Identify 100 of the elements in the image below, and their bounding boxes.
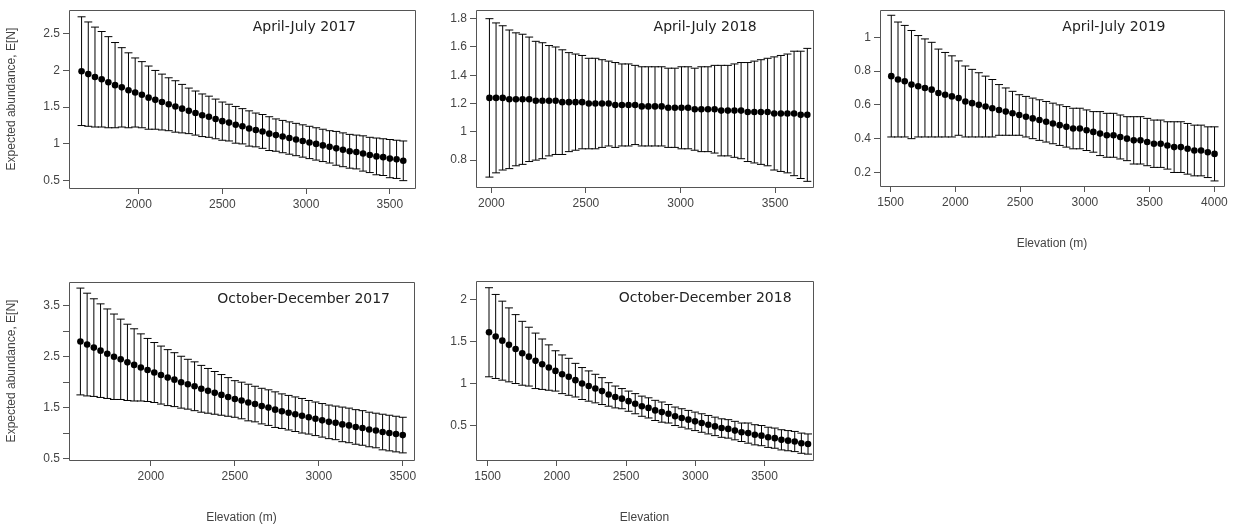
point bbox=[558, 370, 566, 378]
point bbox=[77, 338, 84, 345]
point bbox=[145, 94, 152, 101]
point bbox=[492, 333, 499, 340]
point bbox=[578, 380, 586, 387]
point bbox=[671, 413, 679, 420]
point bbox=[718, 424, 725, 432]
point bbox=[671, 104, 679, 112]
point bbox=[711, 423, 719, 430]
point bbox=[724, 425, 732, 433]
point bbox=[1103, 131, 1111, 139]
point bbox=[512, 345, 519, 353]
point bbox=[90, 344, 98, 351]
point bbox=[198, 111, 206, 119]
point bbox=[332, 419, 339, 427]
point bbox=[125, 86, 132, 94]
point bbox=[791, 438, 799, 445]
point bbox=[305, 413, 313, 421]
point bbox=[1123, 135, 1131, 142]
point bbox=[279, 133, 286, 140]
point bbox=[245, 125, 253, 132]
x-tick-label: 3000 bbox=[667, 195, 695, 210]
x-tick-label: 2000 bbox=[125, 196, 153, 211]
point bbox=[751, 108, 758, 116]
point bbox=[1130, 137, 1138, 144]
point bbox=[98, 75, 105, 83]
x-tick-label: 3000 bbox=[292, 196, 320, 211]
point bbox=[532, 357, 539, 365]
point bbox=[1015, 111, 1023, 119]
point bbox=[605, 391, 612, 398]
point bbox=[172, 103, 179, 110]
text: April-July 2019 bbox=[1062, 17, 1166, 34]
point bbox=[1090, 128, 1097, 136]
point bbox=[1197, 147, 1205, 154]
x-tick-label: 3000 bbox=[681, 468, 709, 483]
point bbox=[192, 109, 199, 117]
point bbox=[705, 421, 712, 428]
point bbox=[118, 84, 126, 91]
point bbox=[1204, 148, 1212, 156]
point bbox=[901, 77, 909, 85]
point bbox=[717, 107, 725, 114]
point bbox=[197, 385, 205, 393]
point bbox=[299, 137, 307, 145]
y-tick-label: 1.5 bbox=[43, 99, 61, 114]
y-tick-label: 0.6 bbox=[854, 97, 872, 112]
point bbox=[286, 134, 293, 142]
x-tick-label: 3000 bbox=[1071, 194, 1099, 209]
text: October-December 2017 bbox=[217, 289, 391, 306]
point bbox=[691, 105, 699, 113]
point bbox=[995, 106, 1003, 114]
point bbox=[225, 119, 233, 126]
point bbox=[908, 81, 915, 88]
point bbox=[353, 148, 360, 156]
x-tick-label: 3000 bbox=[305, 468, 333, 483]
point bbox=[631, 101, 639, 109]
point bbox=[131, 89, 139, 96]
point bbox=[645, 404, 652, 412]
point bbox=[245, 399, 252, 406]
point bbox=[955, 94, 962, 102]
point bbox=[506, 96, 513, 103]
y-tick-label: 1 bbox=[460, 124, 468, 139]
y-tick-label: 0.5 bbox=[43, 450, 61, 465]
point bbox=[231, 395, 239, 403]
point bbox=[887, 72, 895, 80]
point bbox=[386, 429, 393, 437]
point bbox=[259, 128, 266, 135]
y-tick-label: 2 bbox=[460, 291, 468, 306]
y-tick-label: 1.5 bbox=[450, 333, 468, 348]
x-tick-label: 3500 bbox=[389, 468, 417, 483]
point bbox=[312, 415, 319, 423]
point bbox=[1009, 110, 1016, 117]
point bbox=[605, 100, 612, 107]
point bbox=[78, 67, 85, 75]
y-tick-label: 3.5 bbox=[43, 298, 61, 313]
point bbox=[111, 81, 119, 89]
y-axis-title: Expected abundance, E[N] bbox=[3, 299, 18, 443]
point bbox=[638, 402, 646, 410]
point bbox=[611, 101, 619, 109]
point bbox=[171, 376, 178, 383]
point bbox=[158, 98, 166, 106]
point bbox=[1116, 133, 1124, 141]
point bbox=[585, 100, 593, 107]
x-tick-label: 3500 bbox=[1136, 194, 1164, 209]
point bbox=[359, 150, 367, 157]
point bbox=[91, 73, 99, 81]
point bbox=[372, 427, 380, 434]
point bbox=[211, 389, 219, 397]
point bbox=[935, 89, 942, 97]
point bbox=[658, 103, 665, 110]
point bbox=[83, 341, 91, 348]
point bbox=[518, 349, 526, 357]
point bbox=[191, 382, 198, 390]
point bbox=[346, 147, 353, 155]
y-tick-label: 1 bbox=[460, 375, 468, 390]
text: April-July 2018 bbox=[653, 17, 757, 34]
point bbox=[545, 364, 553, 371]
point bbox=[592, 100, 599, 107]
point bbox=[1157, 140, 1164, 148]
point bbox=[764, 434, 772, 441]
point bbox=[764, 108, 771, 116]
